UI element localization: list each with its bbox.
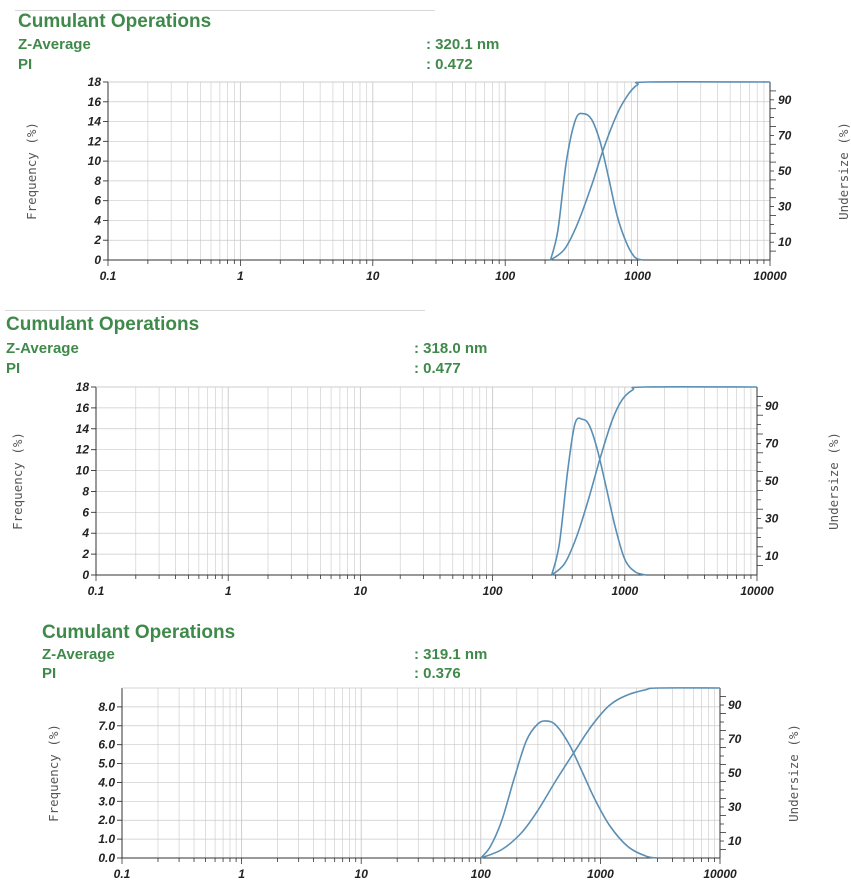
y-tick-label: 6.0 xyxy=(98,738,115,752)
y-tick-label: 5.0 xyxy=(98,757,115,771)
undersize-curve xyxy=(551,385,758,576)
chart-3: 0.0 1.0 2.0 3.0 4.0 5.0 6.0 7.0 8.0 10 30 50 70 90 0.1… xyxy=(46,687,801,881)
x-tick-label: 1 xyxy=(225,584,232,598)
panel-title: Cumulant Operations xyxy=(18,11,212,32)
x-tick-label: 0.1 xyxy=(88,584,105,598)
pi-value: : 0.376 xyxy=(414,665,461,682)
y-tick-label: 8.0 xyxy=(98,700,115,714)
y-axis-title: Frequency (%) xyxy=(24,122,39,220)
x-tick-label: 10 xyxy=(355,867,369,881)
y-tick-label: 4 xyxy=(93,213,101,227)
y2-tick-label: 50 xyxy=(765,474,779,488)
y-tick-label: 0 xyxy=(82,568,89,582)
separator xyxy=(15,10,435,11)
y-tick-label: 16 xyxy=(88,95,102,109)
y-tick-label: 3.0 xyxy=(98,794,115,808)
y-tick-label: 2.0 xyxy=(97,813,115,827)
y-tick-label: 6 xyxy=(82,505,89,519)
y-tick-label: 4.0 xyxy=(97,775,115,789)
y-axis-title: Frequency (%) xyxy=(46,724,61,822)
y2-axis-title: Undersize (%) xyxy=(786,724,801,822)
x-tick-label: 100 xyxy=(471,867,491,881)
y2-tick-label: 50 xyxy=(778,164,792,178)
y-axis-title: Frequency (%) xyxy=(10,432,25,530)
z-average-value: : 320.1 nm xyxy=(426,36,500,53)
pi-value: : 0.472 xyxy=(426,56,473,73)
y-tick-label: 0.0 xyxy=(98,851,115,865)
x-tick-label: 1000 xyxy=(611,584,638,598)
x-tick-label: 10 xyxy=(366,269,380,283)
y-tick-label: 7.0 xyxy=(98,719,115,733)
y2-tick-label: 90 xyxy=(728,698,742,712)
z-average-value: : 318.0 nm xyxy=(414,340,488,357)
separator xyxy=(5,310,425,311)
x-tick-label: 10000 xyxy=(703,867,737,881)
y-tick-label: 18 xyxy=(88,75,102,89)
undersize-curve xyxy=(480,687,721,859)
y-tick-label: 14 xyxy=(88,115,102,129)
x-tick-label: 10000 xyxy=(753,269,787,283)
pi-value: : 0.477 xyxy=(414,360,461,377)
x-tick-label: 1 xyxy=(237,269,244,283)
y-tick-label: 10 xyxy=(88,154,102,168)
undersize-curve xyxy=(550,81,771,261)
y-tick-label: 6 xyxy=(94,194,101,208)
x-tick-label: 1000 xyxy=(587,867,614,881)
y2-tick-label: 10 xyxy=(765,549,779,563)
y2-axis-title: Undersize (%) xyxy=(836,122,851,220)
x-tick-label: 0.1 xyxy=(114,867,131,881)
x-tick-label: 0.1 xyxy=(100,269,117,283)
panel-3: Cumulant Operations Z-Average : 319.1 nm… xyxy=(0,615,851,886)
pi-label: PI xyxy=(6,360,21,377)
chart-1: 0 2 4 6 8 10 12 14 16 18 10 30 50 70 90 0.1 1 10 100 1000 10… xyxy=(24,75,851,283)
y2-tick-label: 30 xyxy=(778,200,792,214)
z-average-label: Z-Average xyxy=(6,340,79,357)
y-tick-label: 2 xyxy=(81,547,89,561)
frequency-curve xyxy=(549,112,644,261)
panel-title: Cumulant Operations xyxy=(6,314,200,335)
pi-label: PI xyxy=(18,56,33,73)
y2-tick-label: 30 xyxy=(728,800,742,814)
panel-1: Cumulant Operations Z-Average : 320.1 nm… xyxy=(0,0,851,305)
x-tick-label: 10000 xyxy=(740,584,774,598)
y2-tick-label: 10 xyxy=(778,235,792,249)
x-tick-label: 10 xyxy=(354,584,368,598)
z-average-label: Z-Average xyxy=(42,646,115,663)
frequency-curve xyxy=(550,417,647,576)
y2-tick-label: 70 xyxy=(778,128,792,142)
y2-tick-label: 90 xyxy=(778,93,792,107)
y-tick-label: 10 xyxy=(76,464,90,478)
chart-2: 0 2 4 6 8 10 12 14 16 18 10 30 50 70 90 0.1 1 10 100 1000 10… xyxy=(10,380,841,598)
y2-tick-label: 70 xyxy=(728,732,742,746)
y-tick-label: 8 xyxy=(82,484,89,498)
y-tick-label: 8 xyxy=(94,174,101,188)
y-tick-label: 12 xyxy=(88,134,102,148)
y2-axis-title: Undersize (%) xyxy=(826,432,841,530)
y-tick-label: 2 xyxy=(93,233,101,247)
y-tick-label: 4 xyxy=(81,526,89,540)
z-average-value: : 319.1 nm xyxy=(414,646,488,663)
y2-tick-label: 70 xyxy=(765,436,779,450)
y2-tick-label: 90 xyxy=(765,399,779,413)
y-tick-label: 16 xyxy=(76,401,90,415)
x-tick-label: 1000 xyxy=(624,269,651,283)
y-tick-label: 18 xyxy=(76,380,90,394)
frequency-curve xyxy=(480,720,658,859)
panel-title: Cumulant Operations xyxy=(42,622,236,643)
y2-tick-label: 50 xyxy=(728,766,742,780)
y2-tick-label: 30 xyxy=(765,512,779,526)
x-tick-label: 100 xyxy=(495,269,515,283)
x-tick-label: 1 xyxy=(238,867,245,881)
panel-2: Cumulant Operations Z-Average : 318.0 nm… xyxy=(0,305,851,615)
x-tick-label: 100 xyxy=(483,584,503,598)
y-tick-label: 1.0 xyxy=(98,832,115,846)
y-tick-label: 0 xyxy=(94,253,101,267)
y-tick-label: 12 xyxy=(76,443,90,457)
pi-label: PI xyxy=(42,665,57,682)
y2-tick-label: 10 xyxy=(728,834,742,848)
y-tick-label: 14 xyxy=(76,422,90,436)
z-average-label: Z-Average xyxy=(18,36,91,53)
